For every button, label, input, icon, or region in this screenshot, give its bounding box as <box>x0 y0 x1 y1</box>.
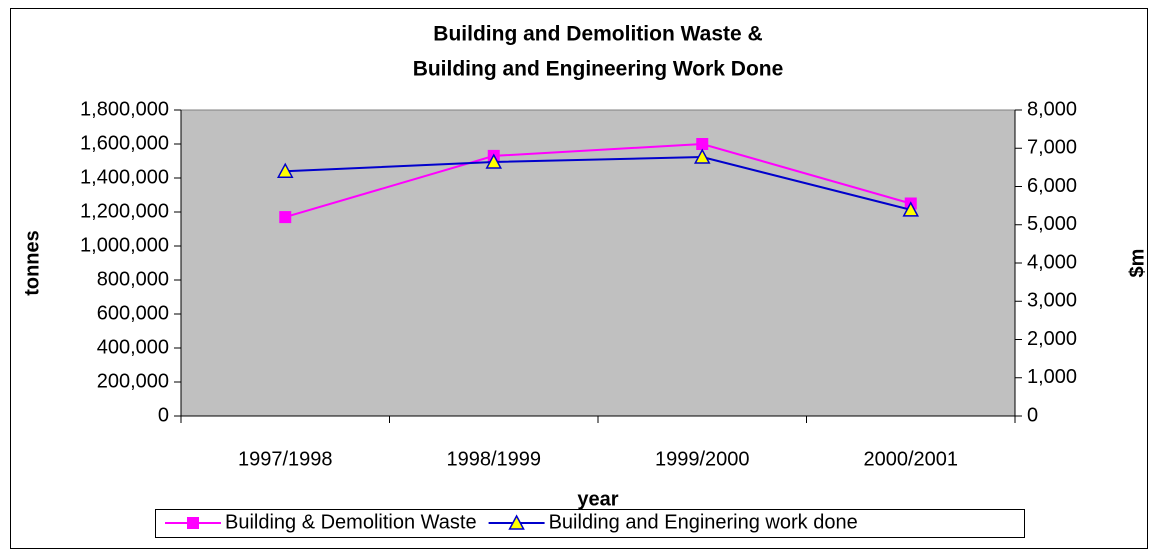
series-line <box>284 142 912 219</box>
y2-tick-label: 1,000 <box>1027 366 1077 388</box>
y2-tick-label: 4,000 <box>1027 251 1077 273</box>
x-tick-label: 2000/2001 <box>863 448 958 470</box>
y-tick-label: 1,800,000 <box>80 98 169 120</box>
x-tick-label: 1999/2000 <box>655 448 750 470</box>
y-tick-label: 800,000 <box>97 268 169 290</box>
y-tick-label: 1,400,000 <box>80 166 169 188</box>
y2-tick-label: 7,000 <box>1027 137 1077 159</box>
y2-tick-label: 2,000 <box>1027 328 1077 350</box>
legend-marker <box>187 517 199 529</box>
x-tick-label: 1997/1998 <box>238 448 333 470</box>
y2-tick-label: 5,000 <box>1027 213 1077 235</box>
legend <box>155 509 1025 538</box>
legend-label: Building & Demolition Waste <box>225 511 477 533</box>
y-tick-label: 200,000 <box>97 370 169 392</box>
data-point <box>902 201 920 217</box>
y2-tick-label: 6,000 <box>1027 175 1077 197</box>
series-line <box>285 156 911 211</box>
y-tick-label: 1,200,000 <box>80 200 169 222</box>
data-point <box>693 148 711 164</box>
plot-area <box>180 109 1016 417</box>
y2-tick-label: 3,000 <box>1027 290 1077 312</box>
chart-title: Building and Engineering Work Done <box>413 58 784 81</box>
y-tick-label: 600,000 <box>97 302 169 324</box>
legend-marker <box>508 514 525 530</box>
data-point <box>276 162 294 178</box>
legend-label: Building and Enginering work done <box>549 511 858 533</box>
y2-tick-label: 8,000 <box>1027 98 1077 120</box>
y2-tick-label: 0 <box>1027 404 1038 426</box>
y2-axis-title: $m <box>1126 249 1148 278</box>
data-point <box>279 211 292 224</box>
data-point <box>485 153 503 169</box>
y-tick-label: 1,600,000 <box>80 132 169 154</box>
chart-title: Building and Demolition Waste & <box>433 23 762 46</box>
x-tick-label: 1998/1999 <box>446 448 541 470</box>
y-tick-label: 0 <box>158 404 169 426</box>
y-tick-label: 400,000 <box>97 336 169 358</box>
y-axis-title: tonnes <box>21 230 43 296</box>
data-point <box>696 138 709 150</box>
y-tick-label: 1,000,000 <box>80 234 169 256</box>
x-axis-title: year <box>577 488 618 510</box>
